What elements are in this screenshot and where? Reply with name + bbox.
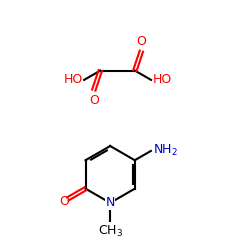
Text: O: O xyxy=(89,94,99,106)
Text: CH$_3$: CH$_3$ xyxy=(98,224,123,239)
Text: NH$_2$: NH$_2$ xyxy=(153,143,178,158)
Text: HO: HO xyxy=(152,74,172,86)
Text: HO: HO xyxy=(64,74,83,86)
Text: O: O xyxy=(59,194,69,207)
Text: O: O xyxy=(136,35,146,48)
Text: N: N xyxy=(106,196,115,209)
